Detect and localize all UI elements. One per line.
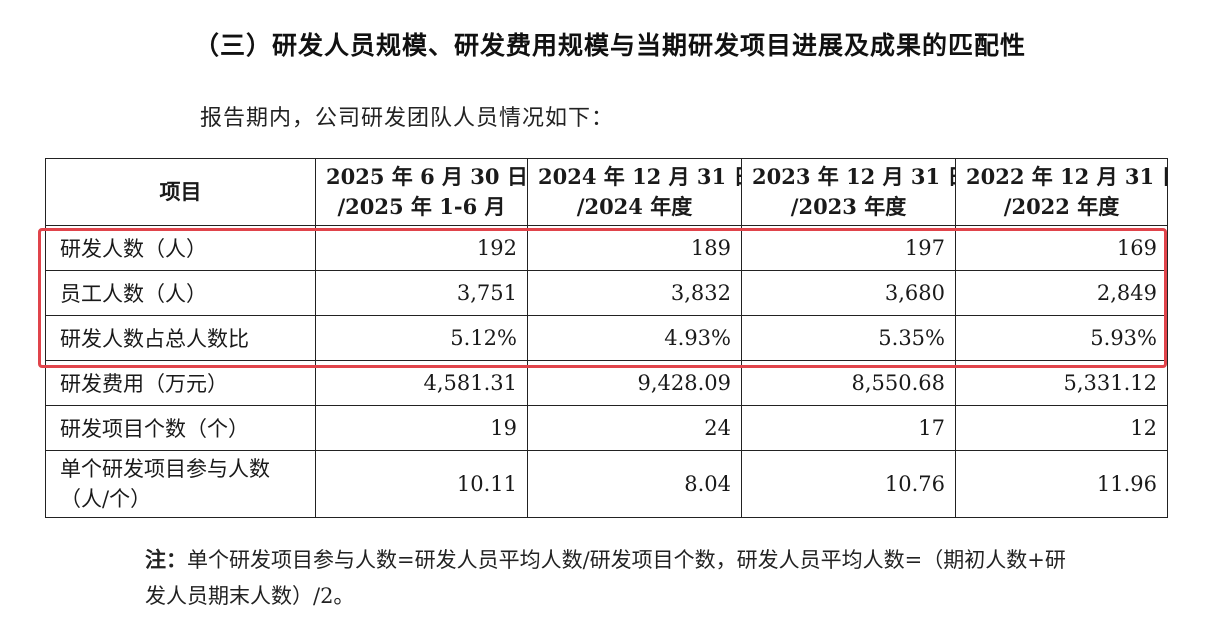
cell-value: 197 (741, 225, 956, 271)
footnote-text: 单个研发项目参与人数=研发人员平均人数/研发项目个数，研发人员平均人数=（期初人… (145, 548, 1066, 608)
table-row: 员工人数（人） 3,751 3,832 3,680 2,849 (45, 270, 1168, 316)
row-label: 研发人数（人） (45, 225, 316, 271)
cell-value: 10.11 (315, 450, 528, 518)
cell-value: 4,581.31 (315, 360, 528, 406)
cell-value: 9,428.09 (527, 360, 742, 406)
cell-value: 5,331.12 (955, 360, 1168, 406)
rd-staff-table: 项目 2025 年 6 月 30 日/2025 年 1-6 月 2024 年 1… (45, 158, 1168, 518)
header-2023: 2023 年 12 月 31 日/2023 年度 (741, 158, 956, 226)
cell-value: 11.96 (955, 450, 1168, 518)
row-label: 研发项目个数（个） (45, 405, 316, 451)
cell-value: 5.12% (315, 315, 528, 361)
cell-value: 3,680 (741, 270, 956, 316)
header-item: 项目 (45, 158, 316, 226)
cell-value: 4.93% (527, 315, 742, 361)
table-row: 单个研发项目参与人数（人/个） 10.11 8.04 10.76 11.96 (45, 450, 1168, 518)
cell-value: 8,550.68 (741, 360, 956, 406)
cell-value: 17 (741, 405, 956, 451)
cell-value: 8.04 (527, 450, 742, 518)
cell-value: 10.76 (741, 450, 956, 518)
cell-value: 24 (527, 405, 742, 451)
cell-value: 19 (315, 405, 528, 451)
header-2024: 2024 年 12 月 31 日/2024 年度 (527, 158, 742, 226)
header-2025: 2025 年 6 月 30 日/2025 年 1-6 月 (315, 158, 528, 226)
cell-value: 2,849 (955, 270, 1168, 316)
table-row: 研发项目个数（个） 19 24 17 12 (45, 405, 1168, 451)
cell-value: 3,832 (527, 270, 742, 316)
section-heading: （三）研发人员规模、研发费用规模与当期研发项目进展及成果的匹配性 (193, 31, 1026, 60)
cell-value: 169 (955, 225, 1168, 271)
row-label: 研发人数占总人数比 (45, 315, 316, 361)
header-row: 项目 2025 年 6 月 30 日/2025 年 1-6 月 2024 年 1… (45, 158, 1168, 226)
intro-text: 报告期内，公司研发团队人员情况如下： (200, 106, 615, 131)
footnote-label: 注： (145, 548, 187, 572)
cell-value: 5.93% (955, 315, 1168, 361)
header-2022: 2022 年 12 月 31 日/2022 年度 (955, 158, 1168, 226)
cell-value: 12 (955, 405, 1168, 451)
footnote: 注：单个研发项目参与人数=研发人员平均人数/研发项目个数，研发人员平均人数=（期… (145, 542, 1085, 614)
row-label: 单个研发项目参与人数（人/个） (45, 450, 316, 518)
table-row: 研发费用（万元） 4,581.31 9,428.09 8,550.68 5,33… (45, 360, 1168, 406)
row-label: 员工人数（人） (45, 270, 316, 316)
cell-value: 192 (315, 225, 528, 271)
cell-value: 3,751 (315, 270, 528, 316)
table-row: 研发人数（人） 192 189 197 169 (45, 225, 1168, 271)
row-label: 研发费用（万元） (45, 360, 316, 406)
table-row: 研发人数占总人数比 5.12% 4.93% 5.35% 5.93% (45, 315, 1168, 361)
cell-value: 5.35% (741, 315, 956, 361)
cell-value: 189 (527, 225, 742, 271)
